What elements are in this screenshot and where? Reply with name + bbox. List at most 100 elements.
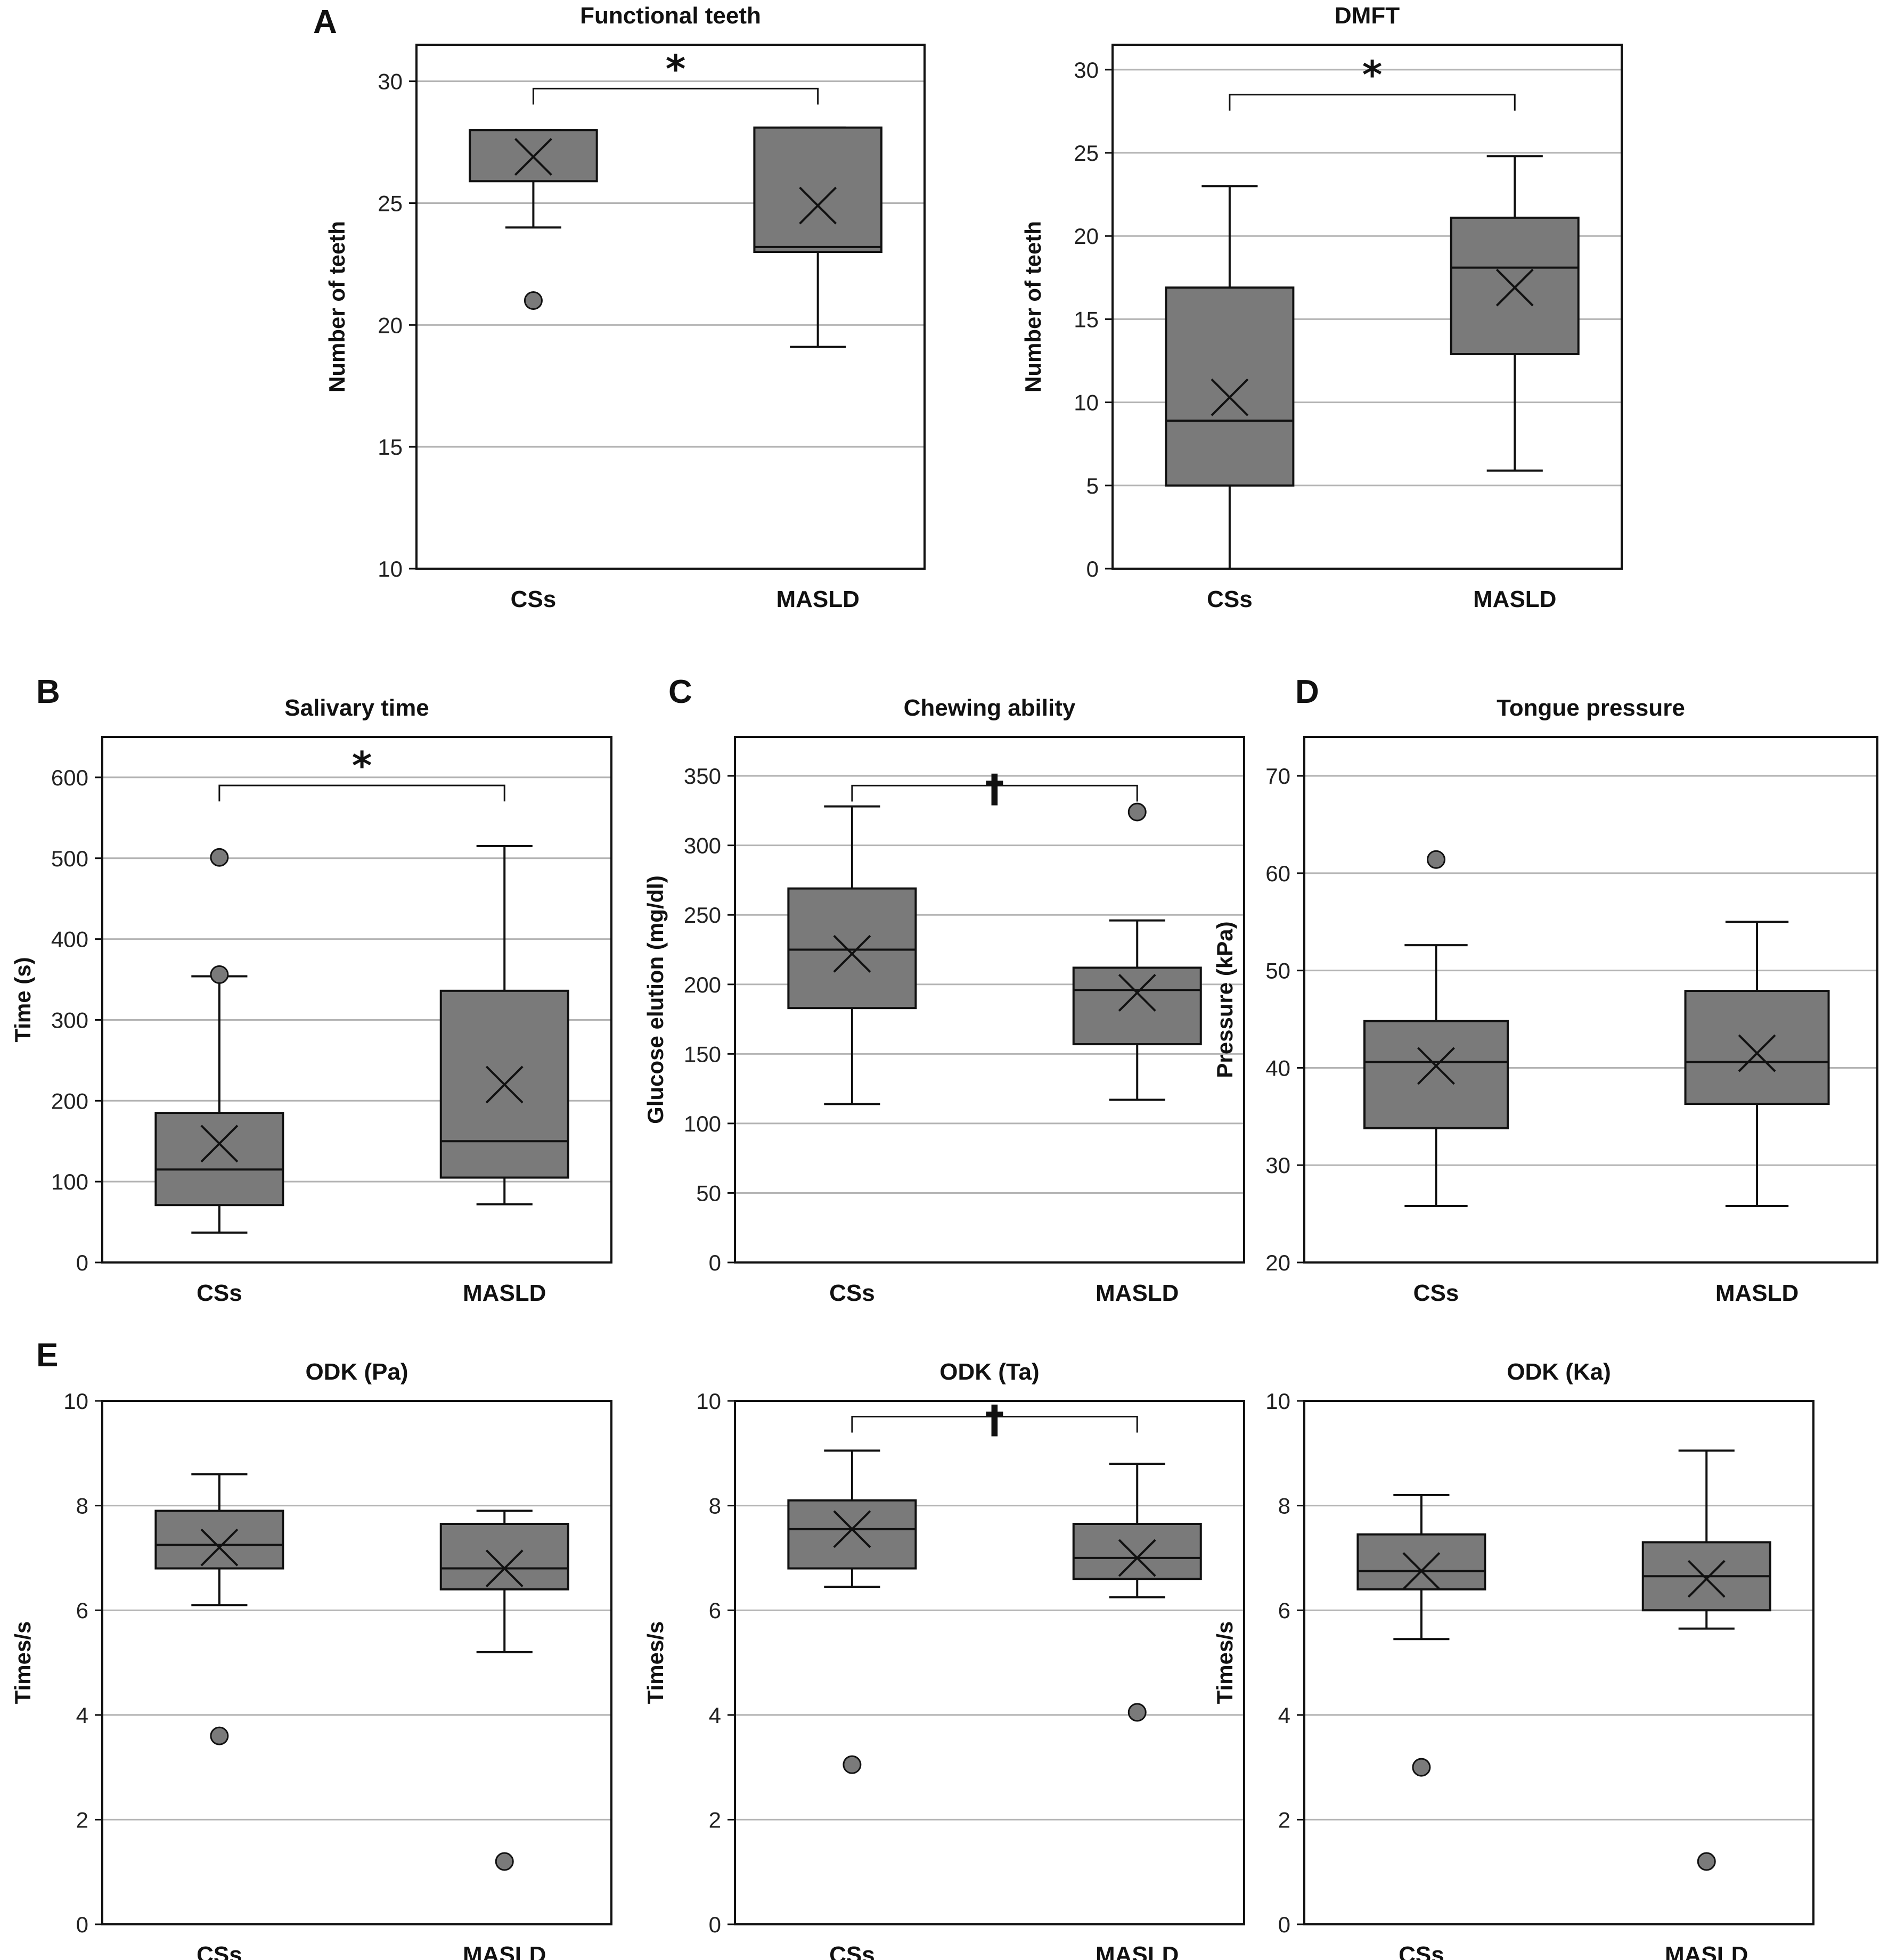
significance-bracket: † xyxy=(851,766,1138,810)
iqr-box xyxy=(753,126,882,253)
outlier-point xyxy=(1426,850,1445,869)
box-css xyxy=(154,1473,284,1745)
mean-marker xyxy=(1495,268,1534,307)
y-tick-label: 20 xyxy=(1265,1250,1290,1275)
y-tick-label: 30 xyxy=(1265,1153,1290,1178)
significance-bracket: * xyxy=(1229,53,1516,111)
panel-title: ODK (Ka) xyxy=(1507,1359,1611,1385)
iqr-box xyxy=(1165,286,1295,487)
mean-marker xyxy=(833,934,871,973)
y-axis-label: Times/s xyxy=(1212,1621,1237,1704)
box-css xyxy=(1363,850,1509,1207)
significance-bracket: * xyxy=(532,46,819,105)
y-tick-label: 15 xyxy=(1074,307,1099,332)
y-tick-label: 0 xyxy=(76,1912,88,1937)
mean-marker xyxy=(1118,1539,1156,1577)
y-tick-label: 10 xyxy=(1265,1389,1290,1414)
plot-frame xyxy=(415,44,926,570)
iqr-box xyxy=(1684,990,1830,1105)
bracket-line xyxy=(532,87,819,105)
mean-marker xyxy=(1738,1034,1776,1072)
outlier-point xyxy=(1127,802,1147,822)
y-axis-label: Times/s xyxy=(643,1621,668,1704)
significance-symbol: * xyxy=(352,743,372,788)
outlier-point xyxy=(524,291,543,310)
y-axis-label: Number of teeth xyxy=(324,221,349,392)
y-tick-label: 250 xyxy=(684,903,721,928)
y-tick-label: 8 xyxy=(709,1494,721,1519)
y-tick-label: 10 xyxy=(63,1389,88,1414)
box-masld xyxy=(1684,921,1830,1207)
mean-marker xyxy=(485,1065,524,1104)
significance-bracket: * xyxy=(218,743,505,802)
x-category-label: MASLD xyxy=(776,586,859,612)
y-tick-label: 20 xyxy=(378,313,403,338)
box-masld xyxy=(1072,802,1202,1101)
x-category-label: MASLD xyxy=(1715,1280,1799,1306)
y-tick-label: 4 xyxy=(76,1703,88,1728)
bracket-line xyxy=(1229,94,1516,111)
iqr-box xyxy=(1356,1533,1486,1590)
y-tick-label: 25 xyxy=(1074,141,1099,166)
iqr-box xyxy=(154,1112,284,1207)
panel-letter: C xyxy=(668,674,692,710)
panel-title: Chewing ability xyxy=(904,695,1076,721)
y-tick-label: 100 xyxy=(684,1111,721,1136)
y-tick-label: 350 xyxy=(684,764,721,789)
panel-1: A Functional teeth 10 15 20 25 30 Number of tee… xyxy=(313,3,926,612)
panel-title: ODK (Ta) xyxy=(939,1359,1039,1385)
bracket-line xyxy=(218,784,505,802)
panel-4: C Chewing ability 0 50 100 150 200 250 300 350 Glu… xyxy=(643,674,1245,1306)
y-tick-label: 4 xyxy=(709,1703,721,1728)
y-axis-label: Pressure (kPa) xyxy=(1212,921,1237,1078)
box-css xyxy=(1165,185,1295,570)
panel-7: ODK (Ta) 0 2 4 6 8 10 Times/s CSs MASLD † xyxy=(643,1359,1245,1960)
panel-title: Tongue pressure xyxy=(1497,695,1685,721)
outlier-point xyxy=(1697,1852,1716,1871)
x-category-label: MASLD xyxy=(1473,586,1556,612)
panel-8: ODK (Ka) 0 2 4 6 8 10 Times/s CSs MASLD xyxy=(1212,1359,1814,1960)
mean-marker xyxy=(200,1125,239,1163)
y-tick-label: 6 xyxy=(1278,1598,1290,1623)
y-tick-label: 60 xyxy=(1265,861,1290,886)
box-css xyxy=(787,805,917,1105)
plot-frame xyxy=(734,1400,1245,1925)
iqr-box xyxy=(1450,216,1580,356)
panel-title: Salivary time xyxy=(284,695,429,721)
box-css xyxy=(154,848,284,1234)
y-tick-label: 50 xyxy=(1265,958,1290,983)
box-css xyxy=(469,129,598,310)
y-tick-label: 100 xyxy=(51,1169,88,1194)
mean-marker xyxy=(514,138,552,176)
x-category-label: CSs xyxy=(197,1280,242,1306)
significance-symbol: † xyxy=(985,766,1004,810)
y-tick-label: 8 xyxy=(1278,1494,1290,1519)
panel-title: Functional teeth xyxy=(580,3,761,29)
iqr-box xyxy=(439,1523,569,1590)
y-tick-label: 400 xyxy=(51,927,88,952)
y-axis-label: Number of teeth xyxy=(1020,221,1045,392)
panel-letter: A xyxy=(313,4,337,40)
y-tick-label: 70 xyxy=(1265,764,1290,789)
y-tick-label: 25 xyxy=(378,191,403,216)
mean-marker xyxy=(200,1528,239,1567)
y-tick-label: 2 xyxy=(1278,1807,1290,1832)
y-tick-label: 10 xyxy=(696,1389,721,1414)
y-tick-label: 50 xyxy=(696,1180,721,1205)
outlier-point xyxy=(1127,1703,1147,1722)
y-tick-label: 30 xyxy=(1074,58,1099,83)
significance-bracket: † xyxy=(851,1397,1138,1441)
y-tick-label: 15 xyxy=(378,434,403,460)
mean-marker xyxy=(799,186,837,225)
box-masld xyxy=(1072,1462,1202,1722)
y-tick-label: 300 xyxy=(51,1007,88,1032)
y-tick-label: 8 xyxy=(76,1494,88,1519)
x-category-label: CSs xyxy=(197,1942,242,1960)
y-tick-label: 500 xyxy=(51,846,88,871)
outlier-point xyxy=(210,1726,229,1745)
box-masld xyxy=(439,844,569,1205)
x-category-label: CSs xyxy=(829,1280,875,1306)
y-axis-label: Glucose elution (mg/dl) xyxy=(643,875,668,1124)
x-category-label: MASLD xyxy=(1665,1942,1748,1960)
